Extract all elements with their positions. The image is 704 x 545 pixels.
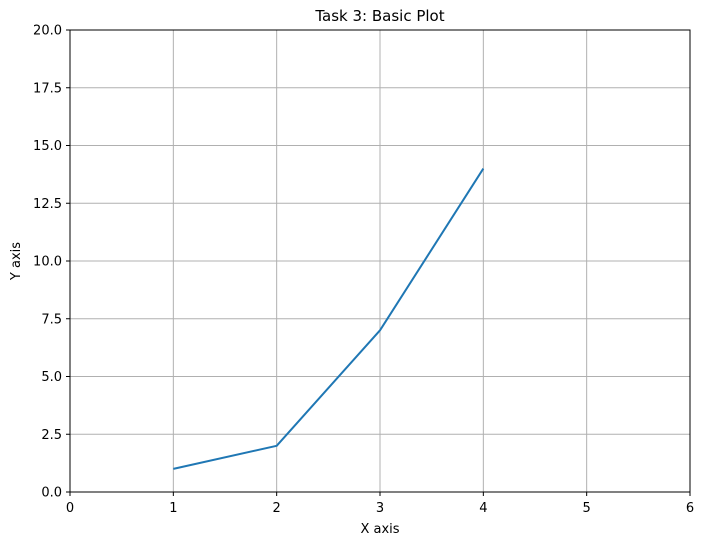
y-tick-label: 12.5 [33,197,62,212]
y-tick-label: 7.5 [41,312,62,327]
y-tick-label: 5.0 [41,370,62,385]
y-tick-label: 20.0 [33,24,62,39]
x-tick-label: 2 [273,501,281,516]
x-axis-title: X axis [360,522,399,537]
ticks: 0 1 2 3 4 5 6 0.0 2.5 5.0 7.5 10.0 12.5 15.0 17.5 20.0 [33,24,694,517]
y-tick-label: 17.5 [33,81,62,96]
x-tick-label: 4 [479,501,487,516]
x-tick-label: 1 [169,501,177,516]
x-tick-label: 0 [66,501,74,516]
y-tick-label: 10.0 [33,255,62,270]
chart-title: Task 3: Basic Plot [314,7,444,25]
x-tick-label: 6 [686,501,694,516]
series-line [173,168,485,470]
y-tick-label: 2.5 [41,428,62,443]
y-axis-title: Y axis [9,242,24,281]
y-tick-label: 15.0 [33,139,62,154]
grid [69,29,691,493]
series-layer [173,168,485,470]
y-tick-label: 0.0 [41,486,62,501]
x-tick-label: 3 [376,501,384,516]
x-tick-label: 5 [583,501,591,516]
